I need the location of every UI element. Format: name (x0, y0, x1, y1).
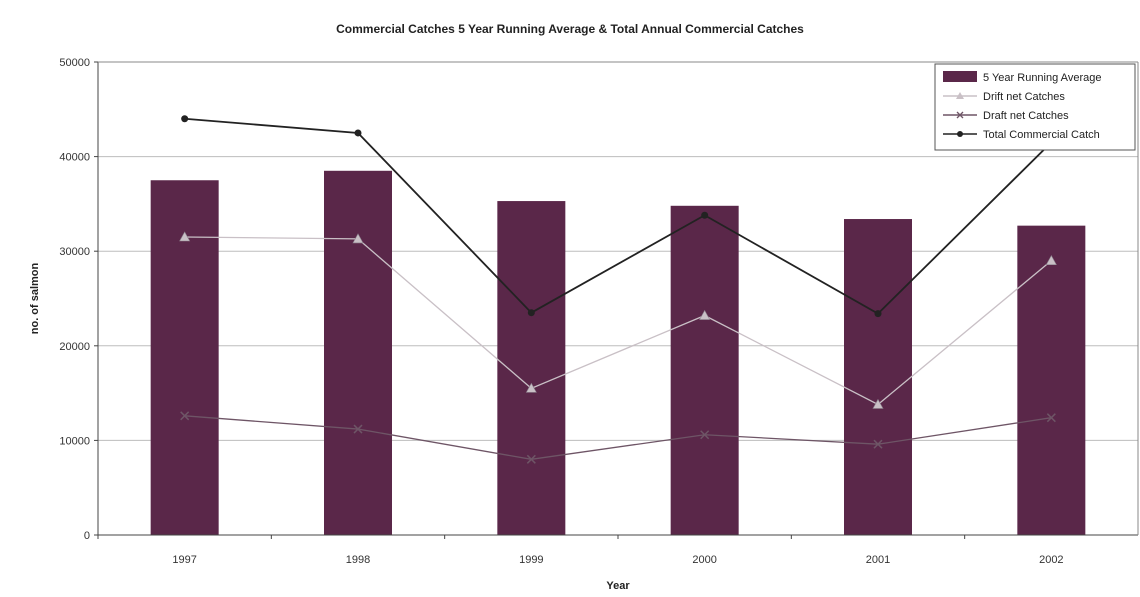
point-drift-net (872, 398, 884, 409)
legend-marker (956, 111, 964, 119)
bar-running-average (1017, 225, 1086, 535)
bar-running-average (324, 170, 392, 536)
point-total-catch (181, 115, 189, 123)
x-tick-label: 1999 (519, 554, 543, 566)
x-tick-label: 2001 (866, 554, 890, 566)
x-tick-label: 1998 (346, 554, 370, 566)
legend-item: Total Commercial Catch (943, 129, 1100, 141)
line-draft-net (184, 415, 1052, 460)
point-draft-net (180, 411, 190, 421)
x-tick-label: 2000 (692, 554, 716, 566)
x-tick-label: 1997 (172, 554, 196, 566)
x-axis-title: Year (606, 580, 630, 592)
axes: 0 10000 20000 30000 40000 50000 1997 1998 1999 20… (29, 57, 1139, 592)
point-drift-net (699, 309, 711, 320)
point-drift-net (1045, 255, 1057, 265)
legend-marker (956, 92, 964, 99)
point-total-catch (354, 129, 362, 137)
y-tick-label: 20000 (59, 341, 90, 353)
point-drift-net (525, 382, 537, 393)
legend-label: Draft net Catches (983, 110, 1069, 122)
line-total-catch (184, 117, 1052, 315)
legend-item: Draft net Catches (943, 110, 1069, 122)
bar-running-average (844, 219, 912, 535)
line-series (179, 115, 1057, 464)
point-draft-net (353, 424, 363, 434)
legend-item: 5 Year Running Average (943, 71, 1101, 84)
y-tick-label: 50000 (59, 57, 90, 69)
x-tick-label: 2002 (1039, 554, 1063, 566)
y-tick-label: 30000 (59, 246, 90, 258)
y-tick-label: 0 (84, 530, 90, 542)
legend-marker (957, 131, 963, 137)
bar-running-average (670, 205, 739, 536)
legend: 5 Year Running Average Drift net Catches D… (934, 63, 1136, 151)
chart-title: Commercial Catches 5 Year Running Averag… (336, 22, 804, 36)
legend-label: Total Commercial Catch (983, 129, 1100, 141)
y-tick-label: 10000 (59, 435, 90, 447)
legend-label: 5 Year Running Average (983, 72, 1101, 84)
point-total-catch (701, 211, 709, 219)
legend-item: Drift net Catches (943, 91, 1065, 103)
y-axis-title: no. of salmon (29, 262, 41, 334)
point-draft-net (1046, 413, 1056, 423)
legend-label: Drift net Catches (983, 91, 1065, 103)
point-drift-net (179, 231, 191, 242)
line-drift-net (184, 236, 1052, 406)
point-draft-net (700, 430, 710, 440)
legend-swatch-bar (943, 71, 977, 82)
point-total-catch (874, 310, 882, 318)
point-draft-net (526, 454, 536, 464)
point-draft-net (873, 439, 883, 449)
point-drift-net (352, 233, 364, 244)
point-total-catch (527, 309, 535, 317)
bar-series (150, 170, 1086, 536)
y-tick-label: 40000 (59, 152, 90, 164)
